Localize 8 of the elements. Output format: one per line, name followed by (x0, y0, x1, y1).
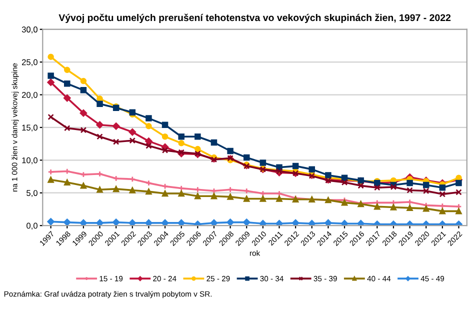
y-tick-label: 20,0 (22, 92, 38, 99)
chart-title: Vývoj počtu umelých prerušení tehotenstva vo vekových skupinách žien, 1997 - 2022 (58, 14, 451, 24)
y-tick-label: 30,0 (22, 26, 38, 34)
y-tick-label: 25,0 (22, 59, 38, 66)
y-tick-label: 10,0 (22, 157, 38, 164)
y-tick-label: 0,0 (26, 222, 38, 230)
y-tick-label: 5,0 (26, 190, 38, 197)
y-tick-label: 15,0 (22, 124, 38, 132)
